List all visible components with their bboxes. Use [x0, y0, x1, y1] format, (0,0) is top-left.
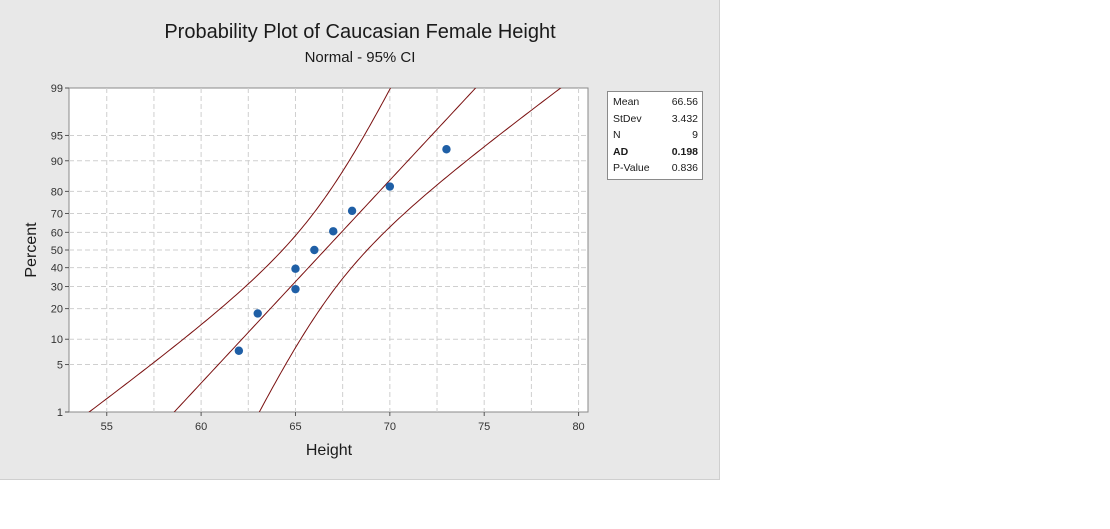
- y-tick-label: 50: [51, 245, 63, 257]
- stat-label: P-Value: [613, 162, 650, 174]
- data-points: [234, 145, 451, 355]
- fit-line: [173, 88, 477, 412]
- y-tick-label: 60: [51, 227, 63, 239]
- y-tick-label: 95: [51, 130, 63, 142]
- stat-row: StDev 3.432: [608, 111, 702, 128]
- stat-value: 3.432: [671, 112, 698, 125]
- data-point: [291, 284, 300, 294]
- stat-value: 9: [692, 129, 698, 141]
- chart-frame: Probability Plot of Caucasian Female Hei…: [0, 0, 720, 480]
- data-point: [385, 182, 395, 191]
- y-axis-ticks: 1 5 10 20 30 40 50 60 70 80 90 95 99: [51, 83, 69, 419]
- data-point: [234, 346, 244, 355]
- ci-lower-line: [88, 88, 392, 412]
- y-tick-label: 30: [51, 282, 63, 294]
- y-tick-label: 1: [57, 407, 63, 419]
- ci-upper-line: [258, 88, 562, 412]
- y-tick-label: 90: [51, 156, 63, 168]
- y-tick-label: 10: [51, 334, 63, 346]
- y-tick-label: 80: [51, 186, 63, 198]
- fit-and-ci-lines: [88, 88, 562, 412]
- x-tick-label: 60: [195, 421, 207, 433]
- y-axis-label: Percent: [23, 222, 40, 278]
- chart-subtitle: Normal - 95% CI: [305, 49, 416, 66]
- data-point: [291, 264, 300, 273]
- x-tick-label: 75: [478, 421, 490, 433]
- x-axis-ticks: 55 60 65 70 75 80: [101, 412, 585, 433]
- stat-row: Mean 66.56: [608, 94, 702, 111]
- data-point: [310, 245, 319, 255]
- data-point: [253, 309, 262, 318]
- x-tick-label: 70: [384, 421, 396, 433]
- probability-plot: Probability Plot of Caucasian Female Hei…: [23, 21, 589, 459]
- y-tick-label: 99: [51, 83, 63, 95]
- stat-label: N: [613, 129, 621, 141]
- y-tick-label: 20: [51, 304, 63, 316]
- stat-label: AD: [613, 145, 629, 158]
- stat-label: StDev: [613, 112, 642, 125]
- y-tick-label: 5: [57, 360, 63, 372]
- chart-title: Probability Plot of Caucasian Female Hei…: [164, 21, 556, 43]
- y-tick-label: 40: [51, 263, 63, 275]
- stat-row: AD 0.198: [608, 144, 702, 161]
- stat-value: 66.56: [671, 96, 698, 108]
- statistics-legend: Mean 66.56 StDev 3.432 N 9 AD 0.198 P-Value 0.836: [607, 91, 703, 180]
- x-tick-label: 55: [101, 421, 113, 433]
- grid: [69, 88, 588, 412]
- stat-value: 0.836: [671, 162, 698, 174]
- stat-label: Mean: [613, 96, 640, 108]
- data-point: [347, 206, 357, 216]
- stat-row: P-Value 0.836: [608, 160, 702, 177]
- x-axis-label: Height: [306, 442, 353, 459]
- data-point: [442, 145, 451, 154]
- x-tick-label: 65: [289, 421, 301, 433]
- data-point: [329, 227, 338, 236]
- stat-value: 0.198: [671, 145, 698, 158]
- x-tick-label: 80: [572, 421, 584, 433]
- y-tick-label: 70: [51, 208, 63, 220]
